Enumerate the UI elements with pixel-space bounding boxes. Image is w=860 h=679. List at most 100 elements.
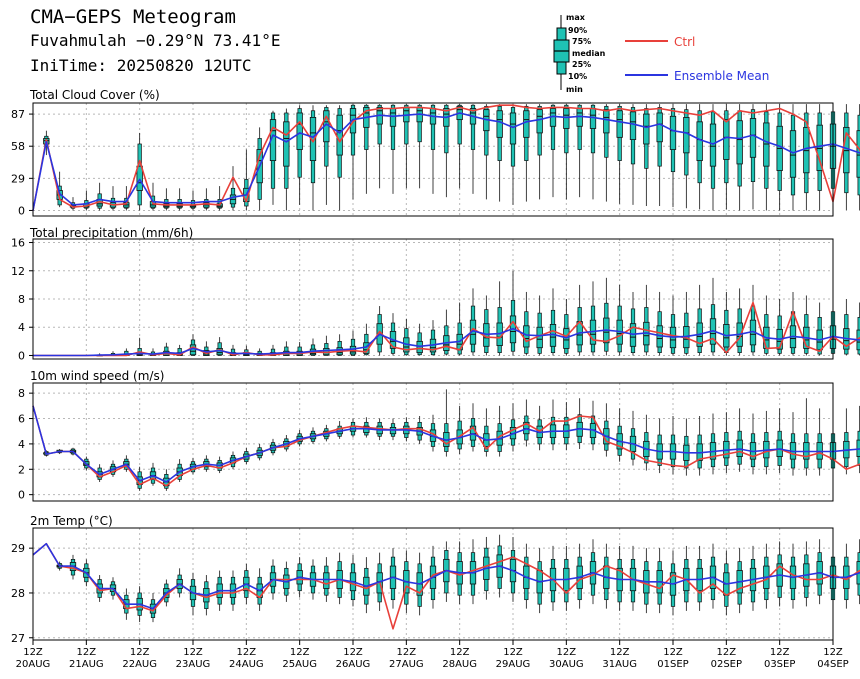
box-whisker <box>349 330 357 356</box>
x-tick-date: 21AUG <box>69 659 104 670</box>
box-whisker <box>709 543 717 609</box>
box-whisker <box>176 188 183 211</box>
box-whisker <box>589 400 597 451</box>
box-whisker <box>563 299 570 356</box>
box-whisker <box>549 104 557 198</box>
box-whisker <box>309 338 317 356</box>
box-whisker <box>683 104 690 209</box>
box-outer <box>550 104 556 150</box>
box-whisker <box>189 190 197 211</box>
box-outer <box>430 104 436 150</box>
box-whisker <box>696 104 703 210</box>
panel-2: Total precipitation (mm/6h) 0 4 8 12 16 <box>11 226 860 362</box>
x-tick-date: 28AUG <box>442 659 477 670</box>
panel-title: Total Cloud Cover (%) <box>29 88 160 102</box>
box-whisker <box>656 418 663 474</box>
y-tick-label: 2 <box>18 463 25 476</box>
x-tick-hour: 12Z <box>23 647 43 658</box>
box-inner <box>629 111 637 140</box>
box-outer <box>377 104 382 145</box>
box-whisker <box>843 104 850 211</box>
box-inner <box>576 108 583 127</box>
box-inner <box>683 117 690 154</box>
panel-title: 2m Temp (°C) <box>30 514 113 528</box>
box-whisker <box>643 284 650 356</box>
box-whisker <box>629 410 637 466</box>
box-whisker <box>283 108 290 211</box>
box-whisker <box>456 104 463 189</box>
box-whisker <box>416 104 423 189</box>
box-whisker <box>603 277 610 356</box>
box-inner <box>723 119 730 160</box>
box-whisker <box>749 104 757 210</box>
box-whisker <box>523 291 530 356</box>
x-tick-hour: 12Z <box>663 647 683 658</box>
box-whisker <box>723 291 730 356</box>
box-whisker <box>736 288 743 356</box>
y-tick-label: 4 <box>18 321 25 334</box>
box-whisker <box>509 270 517 356</box>
y-tick-label: 0 <box>18 349 25 362</box>
box-whisker <box>816 539 823 605</box>
box-whisker <box>776 408 783 474</box>
box-whisker <box>616 408 623 462</box>
box-whisker <box>376 104 383 189</box>
x-tick-date: 04SEP <box>817 659 848 670</box>
box-whisker <box>496 405 503 457</box>
box-inner <box>616 110 623 138</box>
box-outer <box>564 104 569 154</box>
y-tick-label: 0 <box>18 204 25 217</box>
box-whisker <box>589 281 597 356</box>
box-whisker <box>696 415 703 476</box>
y-tick-label: 87 <box>11 108 25 121</box>
box-whisker <box>736 104 743 211</box>
box-whisker <box>776 104 783 211</box>
y-tick-label: 58 <box>11 140 25 153</box>
box-whisker <box>616 284 623 356</box>
box-outer <box>590 104 596 154</box>
box-inner <box>136 165 143 191</box>
box-outer <box>404 104 409 145</box>
x-tick-hour: 12Z <box>770 647 790 658</box>
x-axis: 12Z20AUG12Z21AUG12Z22AUG12Z23AUG12Z24AUG… <box>16 640 849 670</box>
box-whisker <box>563 104 570 200</box>
box-whisker <box>576 104 583 198</box>
box-whisker <box>389 104 397 194</box>
x-tick-date: 01SEP <box>657 659 688 670</box>
box-outer <box>390 104 396 150</box>
box-inner <box>816 124 823 171</box>
x-tick-hour: 12Z <box>717 647 737 658</box>
box-whisker <box>549 399 557 451</box>
box-whisker <box>216 337 223 356</box>
box-whisker <box>509 104 517 205</box>
box-whisker <box>563 402 570 451</box>
box-whisker <box>523 104 530 202</box>
box-inner <box>496 110 503 138</box>
box-inner <box>603 109 610 134</box>
panel-frame <box>32 238 834 360</box>
box-whisker <box>443 389 450 457</box>
box-whisker <box>656 291 663 356</box>
box-whisker <box>629 291 637 356</box>
box-whisker <box>589 539 597 605</box>
box-whisker <box>776 541 783 607</box>
x-tick-hour: 12Z <box>183 647 203 658</box>
box-inner <box>643 113 650 145</box>
box-whisker <box>496 104 503 202</box>
box-whisker <box>576 284 583 356</box>
box-whisker <box>496 281 503 356</box>
box-whisker <box>843 408 850 475</box>
box-whisker <box>656 104 663 207</box>
box-whisker <box>736 408 743 472</box>
box-whisker <box>429 104 437 194</box>
box-inner <box>323 572 330 589</box>
x-tick-hour: 12Z <box>397 647 417 658</box>
box-whisker <box>296 105 303 205</box>
box-inner <box>389 108 397 127</box>
box-whisker <box>349 554 357 607</box>
box-whisker <box>576 398 583 449</box>
box-whisker <box>683 291 690 356</box>
box-whisker <box>709 277 717 356</box>
box-whisker <box>136 132 143 211</box>
box-whisker <box>109 186 117 211</box>
